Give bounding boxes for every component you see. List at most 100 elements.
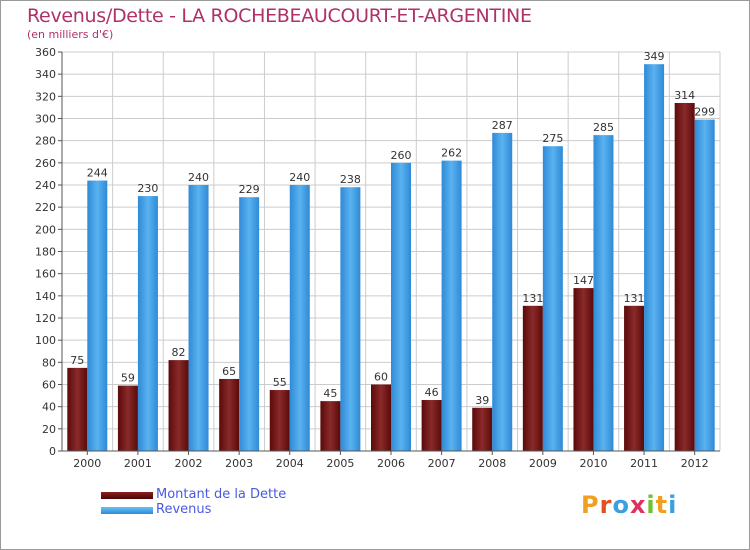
data-label-bar-revenus-2002: 240 (188, 171, 209, 184)
data-label-bar-dette-2008: 39 (475, 394, 489, 407)
bar-dette-2011 (624, 305, 645, 451)
y-tick-label: 300 (35, 113, 56, 126)
bar-revenus-2011 (644, 64, 665, 452)
y-tick-label: 280 (35, 135, 56, 148)
bar-dette-2005 (320, 401, 341, 451)
data-label-bar-revenus-2005: 238 (340, 173, 361, 186)
bar-revenus-2008 (492, 132, 513, 452)
bar-revenus-2003 (239, 197, 260, 451)
data-label-bar-revenus-2001: 230 (137, 182, 158, 195)
y-tick-label: 340 (35, 68, 56, 81)
legend-swatch-revenus (101, 507, 153, 514)
y-tick-label: 40 (42, 401, 56, 414)
data-label-bar-dette-2006: 60 (374, 371, 388, 384)
logo-letter: P (581, 491, 600, 519)
legend-label-dette: Montant de la Dette (156, 487, 287, 502)
bar-dette-2000 (67, 367, 88, 451)
logo-letter: o (612, 491, 630, 519)
x-tick-label-2002: 2002 (175, 457, 203, 470)
data-label-bar-revenus-2011: 349 (644, 50, 665, 63)
logo-letter: i (668, 491, 678, 519)
bar-dette-2012 (674, 102, 695, 451)
y-tick-label: 80 (42, 356, 56, 369)
y-tick-label: 360 (35, 46, 56, 59)
bar-dette-2004 (269, 390, 290, 451)
x-tick-label-2004: 2004 (276, 457, 304, 470)
data-label-bar-revenus-2010: 285 (593, 121, 614, 134)
legend-swatch-dette (101, 492, 153, 499)
logo-letter: i (646, 491, 656, 519)
x-tick-label-2009: 2009 (529, 457, 557, 470)
legend-label-revenus: Revenus (156, 502, 212, 517)
bar-dette-2008 (472, 407, 493, 451)
bar-revenus-2000 (87, 180, 108, 452)
logo-letter: x (629, 491, 647, 519)
data-label-bar-dette-2010: 147 (573, 274, 594, 287)
bar-revenus-2002 (188, 185, 209, 451)
bar-dette-2010 (573, 288, 594, 451)
y-tick-label: 200 (35, 223, 56, 236)
x-tick-label-2010: 2010 (579, 457, 607, 470)
data-label-bar-dette-2001: 59 (121, 372, 135, 385)
y-tick-label: 120 (35, 312, 56, 325)
y-tick-label: 60 (42, 379, 56, 392)
x-tick-label-2001: 2001 (124, 457, 152, 470)
y-tick-label: 20 (42, 423, 56, 436)
y-tick-label: 240 (35, 179, 56, 192)
bar-dette-2002 (168, 360, 189, 451)
x-tick-label-2007: 2007 (428, 457, 456, 470)
bar-revenus-2010 (593, 135, 614, 451)
data-label-bar-revenus-2008: 287 (492, 119, 513, 132)
bar-revenus-2007 (441, 160, 462, 451)
y-tick-label: 140 (35, 290, 56, 303)
y-tick-label: 100 (35, 334, 56, 347)
data-label-bar-dette-2000: 75 (70, 354, 84, 367)
bar-revenus-2005 (340, 187, 361, 451)
data-label-bar-dette-2009: 131 (522, 292, 543, 305)
bar-dette-2007 (421, 400, 442, 451)
data-label-bar-revenus-2004: 240 (289, 171, 310, 184)
data-label-bar-dette-2003: 65 (222, 365, 236, 378)
x-tick-label-2005: 2005 (326, 457, 354, 470)
x-tick-label-2011: 2011 (630, 457, 658, 470)
logo-letter: r (599, 491, 613, 519)
data-label-bar-revenus-2012: 299 (694, 106, 715, 119)
bars-layer (67, 64, 715, 452)
x-tick-label-2006: 2006 (377, 457, 405, 470)
data-label-bar-revenus-2007: 262 (441, 147, 462, 160)
data-label-bar-dette-2004: 55 (273, 376, 287, 389)
axes-layer: 0 20 40 60 80 100 120 140 160 180 200 220 240 260 280 3… (35, 46, 720, 470)
bar-revenus-2001 (137, 196, 158, 451)
labels-layer: 75 244 59 230 82 240 65 229 55 240 45 238 60 260 46 262… (70, 50, 715, 407)
chart-title: Revenus/Dette - LA ROCHEBEAUCOURT-ET-ARG… (27, 5, 532, 27)
data-label-bar-dette-2002: 82 (172, 346, 186, 359)
proxiti-logo: Proxiti (581, 491, 677, 519)
y-tick-label: 0 (49, 445, 56, 458)
bar-revenus-2012 (694, 119, 715, 451)
y-tick-label: 220 (35, 201, 56, 214)
data-label-bar-revenus-2003: 229 (239, 183, 260, 196)
y-tick-label: 260 (35, 157, 56, 170)
y-tick-label: 160 (35, 268, 56, 281)
data-label-bar-revenus-2006: 260 (391, 149, 412, 162)
x-tick-label-2012: 2012 (681, 457, 709, 470)
logo-letter: t (655, 491, 669, 519)
y-tick-label: 320 (35, 90, 56, 103)
data-label-bar-dette-2007: 46 (425, 386, 439, 399)
bar-revenus-2009 (542, 146, 563, 452)
bar-dette-2001 (117, 385, 138, 451)
bar-dette-2003 (219, 378, 240, 451)
data-label-bar-revenus-2009: 275 (542, 132, 563, 145)
bar-revenus-2004 (289, 185, 310, 451)
bar-revenus-2006 (391, 162, 411, 452)
x-tick-label-2003: 2003 (225, 457, 253, 470)
bar-dette-2009 (522, 305, 543, 451)
data-label-bar-dette-2011: 131 (624, 292, 645, 305)
bar-dette-2006 (371, 384, 391, 451)
data-label-bar-dette-2012: 314 (674, 89, 695, 102)
x-tick-label-2008: 2008 (478, 457, 506, 470)
data-label-bar-dette-2005: 45 (323, 387, 337, 400)
x-tick-label-2000: 2000 (73, 457, 101, 470)
